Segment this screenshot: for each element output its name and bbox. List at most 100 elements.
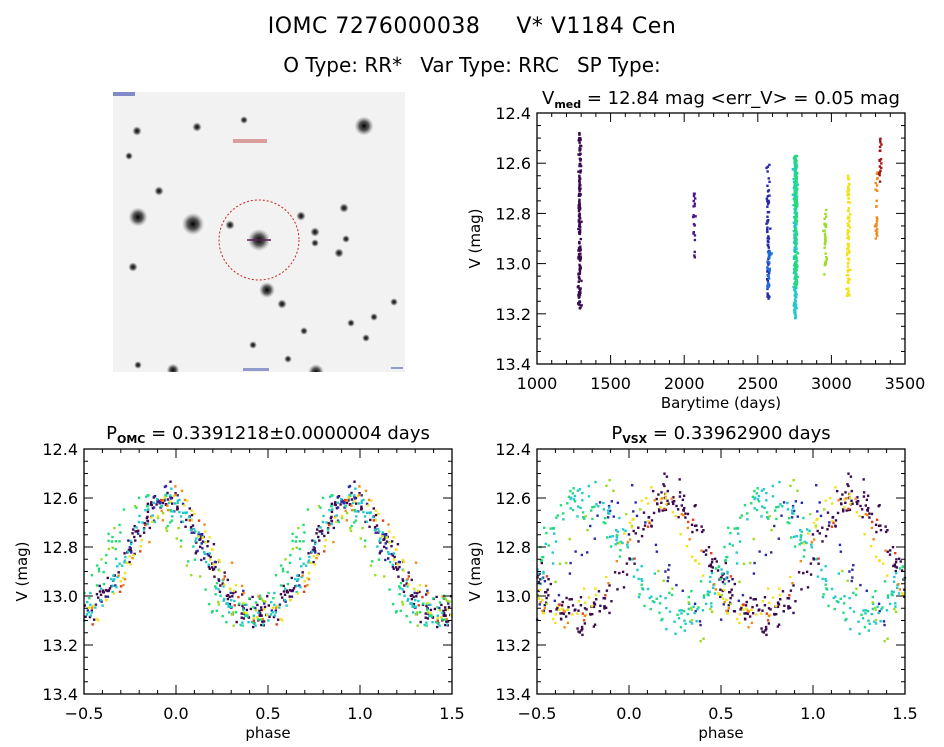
- data-point: [146, 505, 149, 508]
- data-point: [795, 293, 798, 296]
- data-point: [679, 625, 683, 629]
- data-point: [194, 540, 197, 543]
- data-point: [781, 590, 785, 593]
- data-point: [683, 629, 687, 632]
- data-point: [273, 591, 276, 595]
- data-point: [753, 507, 756, 510]
- data-point: [608, 509, 612, 513]
- data-point: [789, 589, 793, 592]
- data-point: [847, 251, 851, 255]
- data-point: [823, 238, 827, 241]
- data-point: [539, 559, 543, 563]
- data-point: [856, 500, 860, 503]
- data-point: [831, 519, 834, 523]
- data-point: [817, 557, 820, 560]
- data-point: [676, 613, 679, 616]
- data-point: [650, 486, 653, 489]
- data-point: [549, 527, 552, 530]
- title-main: P: [106, 423, 117, 444]
- data-point: [625, 562, 629, 565]
- data-point: [218, 590, 222, 594]
- data-point: [878, 559, 882, 562]
- data-point: [755, 613, 758, 616]
- data-point: [657, 508, 661, 511]
- data-point: [170, 502, 174, 505]
- data-point: [556, 514, 560, 517]
- data-point: [169, 508, 172, 512]
- data-point: [895, 558, 898, 561]
- data-point: [317, 504, 321, 508]
- data-point: [194, 530, 197, 533]
- data-point: [392, 552, 396, 555]
- data-point: [129, 549, 132, 552]
- data-point: [318, 539, 321, 542]
- data-point: [369, 564, 373, 567]
- data-point: [571, 492, 575, 495]
- data-point: [317, 525, 320, 528]
- data-point: [579, 255, 582, 258]
- data-point: [782, 610, 785, 613]
- data-point: [739, 608, 742, 611]
- data-point: [146, 515, 149, 519]
- data-point: [661, 509, 664, 512]
- data-point: [555, 608, 558, 611]
- data-point: [879, 137, 882, 140]
- data-point: [174, 493, 177, 497]
- data-point: [262, 608, 266, 611]
- data-point: [392, 558, 396, 561]
- data-point: [794, 176, 797, 180]
- data-point: [392, 567, 395, 570]
- data-point: [200, 533, 204, 537]
- data-point: [568, 598, 571, 601]
- data-point: [824, 564, 827, 568]
- data-point: [698, 620, 702, 623]
- data-point: [687, 520, 690, 524]
- data-point: [578, 164, 581, 168]
- data-point: [745, 512, 749, 515]
- data-point: [834, 486, 837, 489]
- data-point: [438, 601, 442, 604]
- data-point: [815, 558, 818, 561]
- data-point: [693, 524, 697, 528]
- data-point: [217, 588, 220, 591]
- data-point: [840, 502, 843, 506]
- data-point: [794, 198, 797, 201]
- data-point: [723, 559, 727, 563]
- data-point: [166, 491, 169, 495]
- data-point: [874, 608, 877, 611]
- data-point: [188, 507, 191, 510]
- data-point: [717, 592, 720, 595]
- data-point: [117, 571, 120, 574]
- data-point: [391, 554, 395, 557]
- data-point: [90, 609, 94, 612]
- data-point: [809, 573, 813, 576]
- data-point: [569, 507, 572, 510]
- data-point: [655, 550, 659, 553]
- data-point: [353, 497, 357, 500]
- data-point: [282, 584, 285, 588]
- data-point: [548, 610, 552, 613]
- data-point: [353, 495, 356, 499]
- data-point: [208, 536, 211, 539]
- data-point: [839, 597, 842, 600]
- data-point: [851, 576, 854, 579]
- data-point: [337, 520, 340, 524]
- data-point: [790, 536, 793, 539]
- data-point: [792, 221, 796, 224]
- data-point: [578, 137, 581, 140]
- data-point: [767, 235, 770, 238]
- data-point: [403, 594, 406, 598]
- data-point: [625, 512, 628, 516]
- data-point: [138, 514, 141, 518]
- data-point: [667, 502, 670, 505]
- data-point: [672, 500, 676, 503]
- data-point: [111, 579, 115, 582]
- data-point: [363, 515, 367, 518]
- data-point: [841, 569, 844, 573]
- data-point: [852, 610, 856, 613]
- data-point: [443, 606, 447, 609]
- data-point: [92, 604, 95, 608]
- data-point: [267, 591, 270, 595]
- data-point: [574, 550, 577, 553]
- series-season-6: [845, 174, 852, 298]
